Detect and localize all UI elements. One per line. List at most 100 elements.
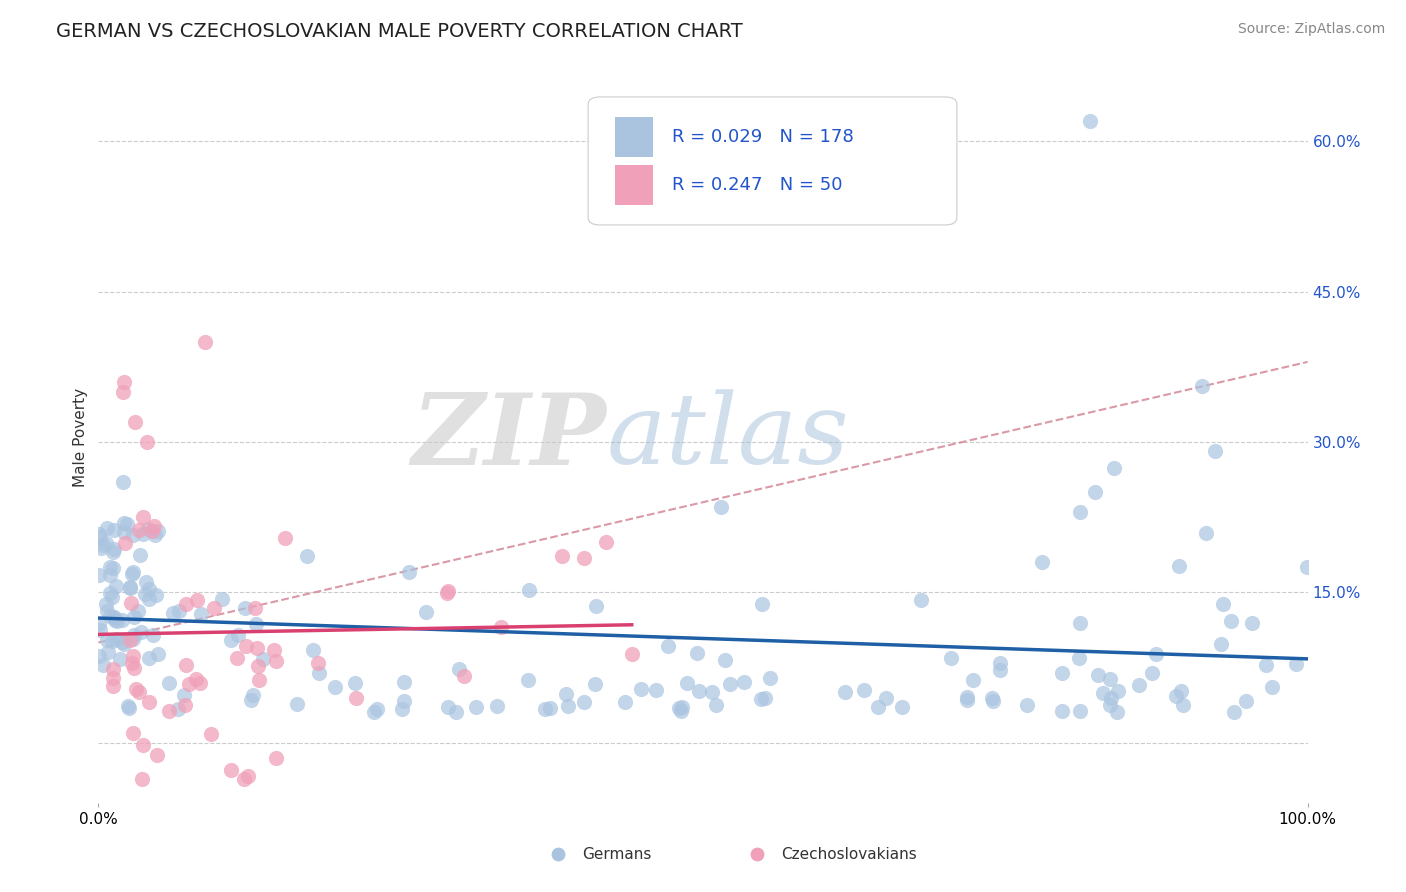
Point: [704, 698, 727, 712]
Point: [981, 691, 1004, 706]
Point: [453, 669, 475, 683]
Point: [219, 633, 242, 648]
Point: [714, 653, 737, 667]
Point: [120, 597, 142, 611]
Point: [988, 664, 1011, 678]
Point: [939, 651, 962, 665]
Point: [613, 695, 636, 709]
Point: [131, 772, 153, 786]
Point: [344, 691, 367, 706]
Point: [1295, 560, 1317, 574]
Point: [118, 633, 141, 648]
Text: Germans: Germans: [582, 847, 651, 862]
Point: [956, 690, 979, 704]
Point: [671, 700, 693, 714]
Point: [308, 666, 330, 681]
Point: [1084, 485, 1107, 500]
Point: [101, 610, 124, 624]
Point: [1219, 614, 1241, 628]
Point: [128, 684, 150, 698]
Point: [138, 582, 160, 596]
Point: [112, 375, 135, 389]
Point: [1069, 505, 1091, 519]
Point: [517, 673, 540, 688]
Point: [246, 640, 269, 655]
Point: [436, 586, 458, 600]
Point: [1260, 680, 1282, 694]
Point: [128, 523, 150, 537]
Point: [103, 541, 125, 556]
Point: [121, 566, 143, 581]
Point: [394, 674, 416, 689]
Point: [142, 628, 165, 642]
Point: [118, 701, 141, 715]
Point: [630, 682, 652, 697]
Point: [751, 692, 773, 706]
Point: [247, 673, 270, 688]
Point: [122, 565, 145, 579]
Point: [686, 646, 709, 660]
Point: [547, 805, 569, 820]
Text: R = 0.029   N = 178: R = 0.029 N = 178: [672, 128, 853, 146]
Point: [264, 654, 287, 668]
Point: [97, 645, 120, 659]
Point: [657, 639, 679, 653]
Point: [228, 628, 250, 642]
Point: [132, 510, 155, 524]
Point: [285, 697, 308, 711]
Point: [1240, 615, 1263, 630]
Point: [132, 527, 155, 541]
Point: [534, 702, 557, 716]
Point: [1236, 693, 1258, 707]
Point: [98, 586, 121, 600]
Point: [124, 415, 146, 429]
Point: [233, 600, 256, 615]
Point: [114, 524, 136, 539]
Point: [1099, 691, 1122, 706]
Point: [103, 523, 125, 537]
Point: [167, 702, 190, 716]
Point: [226, 651, 249, 665]
Point: [620, 647, 643, 661]
Point: [221, 763, 243, 777]
Point: [89, 529, 111, 543]
Point: [1067, 650, 1090, 665]
Point: [437, 699, 460, 714]
Point: [128, 548, 150, 562]
Point: [988, 656, 1011, 670]
Point: [142, 519, 165, 533]
Point: [956, 692, 979, 706]
Point: [121, 648, 143, 663]
Point: [129, 624, 152, 639]
Point: [243, 600, 266, 615]
Point: [538, 700, 561, 714]
Point: [1254, 657, 1277, 672]
Point: [391, 702, 413, 716]
Point: [363, 705, 385, 719]
Point: [96, 603, 118, 617]
Point: [394, 694, 416, 708]
Point: [89, 527, 111, 541]
Point: [557, 699, 579, 714]
Point: [146, 747, 169, 762]
Point: [583, 677, 606, 691]
Point: [236, 769, 259, 783]
Bar: [614, 117, 654, 157]
Point: [103, 560, 125, 574]
Point: [101, 545, 124, 559]
Point: [751, 598, 773, 612]
Point: [263, 642, 285, 657]
Point: [676, 676, 699, 690]
Point: [194, 334, 217, 349]
Point: [143, 528, 166, 542]
Point: [174, 657, 197, 672]
Point: [307, 656, 329, 670]
Text: GERMAN VS CZECHOSLOVAKIAN MALE POVERTY CORRELATION CHART: GERMAN VS CZECHOSLOVAKIAN MALE POVERTY C…: [56, 22, 742, 41]
Point: [96, 632, 118, 647]
Point: [323, 680, 346, 694]
Point: [1128, 678, 1150, 692]
Point: [517, 583, 540, 598]
Point: [96, 521, 118, 535]
Point: [89, 624, 111, 638]
Point: [866, 699, 889, 714]
